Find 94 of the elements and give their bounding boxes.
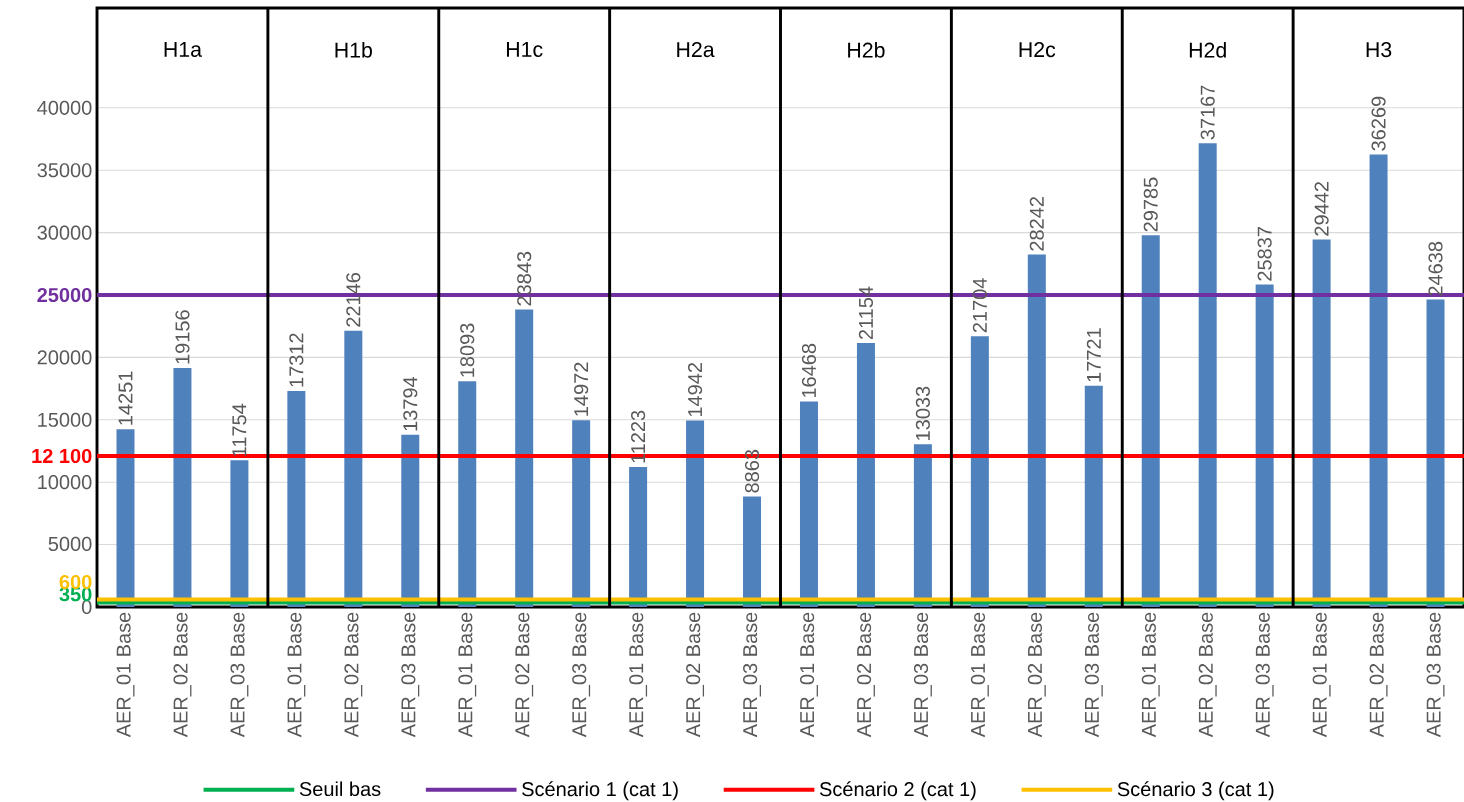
annotation: H2a bbox=[677, 42, 715, 58]
data-label: 11754 bbox=[232, 403, 247, 456]
legend-label: Scénario 1 (cat 1) bbox=[522, 781, 678, 801]
data-label: 14942 bbox=[687, 362, 703, 417]
x-tick-label: AER_02 Base bbox=[1027, 612, 1046, 738]
legend-label: Scénario 3 (cat 1) bbox=[1117, 781, 1274, 801]
legend-label: Seuil bas bbox=[299, 781, 381, 797]
y-tick-label: 30000 bbox=[37, 225, 92, 240]
data-label: 21154 bbox=[858, 286, 874, 340]
x-tick-label: AER_02 Base bbox=[515, 612, 534, 738]
data-label: 14972 bbox=[574, 362, 589, 416]
x-tick-label: AER_03 Base bbox=[1255, 612, 1274, 738]
bar bbox=[1312, 239, 1331, 607]
x-tick-label: AER_01 Base bbox=[116, 612, 135, 738]
y-tick-label: 600 bbox=[59, 574, 92, 590]
bar bbox=[515, 309, 534, 607]
x-tick-label: AER_03 Base bbox=[1426, 612, 1445, 738]
data-label: 14251 bbox=[118, 371, 133, 425]
data-label: 11223 bbox=[631, 410, 646, 463]
bar bbox=[230, 460, 249, 607]
bar bbox=[458, 381, 477, 607]
data-label: 28242 bbox=[1029, 197, 1044, 251]
x-tick-label: AER_01 Base bbox=[458, 612, 477, 738]
x-tick-label: AER_02 Base bbox=[173, 612, 192, 738]
x-tick-label: AER_01 Base bbox=[970, 612, 989, 738]
data-label: 25837 bbox=[1257, 227, 1272, 281]
data-label: 36269 bbox=[1371, 96, 1386, 151]
data-label: 18093 bbox=[460, 323, 475, 377]
bar bbox=[344, 330, 363, 607]
data-label: 29442 bbox=[1314, 182, 1329, 236]
y-tick-label: 5000 bbox=[48, 536, 92, 551]
y-tick-label: 12 100 bbox=[32, 448, 92, 464]
data-label: 24638 bbox=[1428, 241, 1443, 296]
data-label: 8863 bbox=[744, 449, 760, 493]
annotation: H1b bbox=[335, 42, 372, 58]
bar bbox=[1255, 284, 1274, 607]
bar bbox=[1369, 154, 1388, 607]
data-label: 17312 bbox=[289, 333, 304, 387]
annotation: H3 bbox=[1366, 42, 1392, 58]
bar bbox=[799, 401, 818, 607]
y-tick-label: 10000 bbox=[38, 475, 92, 490]
y-tick-label: 20000 bbox=[37, 350, 92, 365]
annotation: H2b bbox=[848, 42, 885, 58]
x-tick-label: AER_03 Base bbox=[230, 612, 249, 738]
x-tick-label: AER_01 Base bbox=[800, 612, 818, 738]
data-label: 19156 bbox=[175, 310, 190, 364]
bar bbox=[686, 420, 705, 607]
annotation: H2d bbox=[1189, 42, 1226, 58]
bar bbox=[572, 420, 591, 607]
x-tick-label: AER_03 Base bbox=[572, 612, 591, 738]
y-tick-label: 40000 bbox=[37, 100, 92, 115]
bar bbox=[1084, 385, 1103, 607]
x-tick-label: AER_01 Base bbox=[1141, 612, 1160, 738]
data-label: 17721 bbox=[1086, 328, 1101, 382]
x-tick-label: AER_03 Base bbox=[1084, 612, 1103, 738]
bar bbox=[287, 390, 306, 607]
bar bbox=[1198, 143, 1217, 607]
y-tick-label: 35000 bbox=[37, 163, 92, 178]
x-tick-label: AER_03 Base bbox=[743, 612, 761, 738]
x-tick-label: AER_02 Base bbox=[344, 612, 363, 738]
bar bbox=[629, 466, 648, 607]
data-label: 13033 bbox=[915, 386, 930, 440]
x-tick-label: AER_03 Base bbox=[401, 612, 420, 738]
x-tick-label: AER_03 Base bbox=[913, 612, 932, 738]
annotation: H2c bbox=[1019, 42, 1056, 58]
bar bbox=[116, 429, 135, 607]
data-label: 29785 bbox=[1143, 177, 1158, 232]
x-tick-label: AER_02 Base bbox=[1369, 612, 1388, 738]
bar bbox=[1426, 299, 1445, 607]
bar bbox=[401, 434, 420, 607]
x-tick-label: AER_02 Base bbox=[856, 612, 875, 738]
data-label: 23843 bbox=[517, 251, 532, 306]
bar bbox=[913, 444, 932, 607]
annotation: H1a bbox=[164, 42, 202, 57]
bar bbox=[743, 496, 762, 607]
x-tick-label: AER_02 Base bbox=[686, 612, 705, 738]
y-tick-label: 25000 bbox=[37, 287, 92, 303]
x-tick-label: AER_01 Base bbox=[629, 612, 648, 738]
legend-label: Scénario 2 (cat 1) bbox=[819, 781, 976, 801]
data-label: 21704 bbox=[972, 278, 987, 333]
bar bbox=[970, 336, 989, 607]
data-label: 37167 bbox=[1200, 85, 1215, 140]
bar bbox=[856, 343, 875, 607]
data-label: 16468 bbox=[801, 343, 817, 398]
bar bbox=[173, 367, 192, 607]
annotation: H1c bbox=[506, 42, 543, 57]
x-tick-label: AER_01 Base bbox=[287, 612, 306, 738]
y-tick-label: 15000 bbox=[38, 412, 92, 427]
data-label: 22146 bbox=[346, 272, 361, 327]
bar bbox=[1027, 254, 1046, 607]
x-tick-label: AER_01 Base bbox=[1312, 612, 1331, 738]
bar bbox=[1141, 235, 1160, 607]
data-label: 13794 bbox=[403, 376, 418, 431]
x-tick-label: AER_02 Base bbox=[1198, 612, 1217, 738]
